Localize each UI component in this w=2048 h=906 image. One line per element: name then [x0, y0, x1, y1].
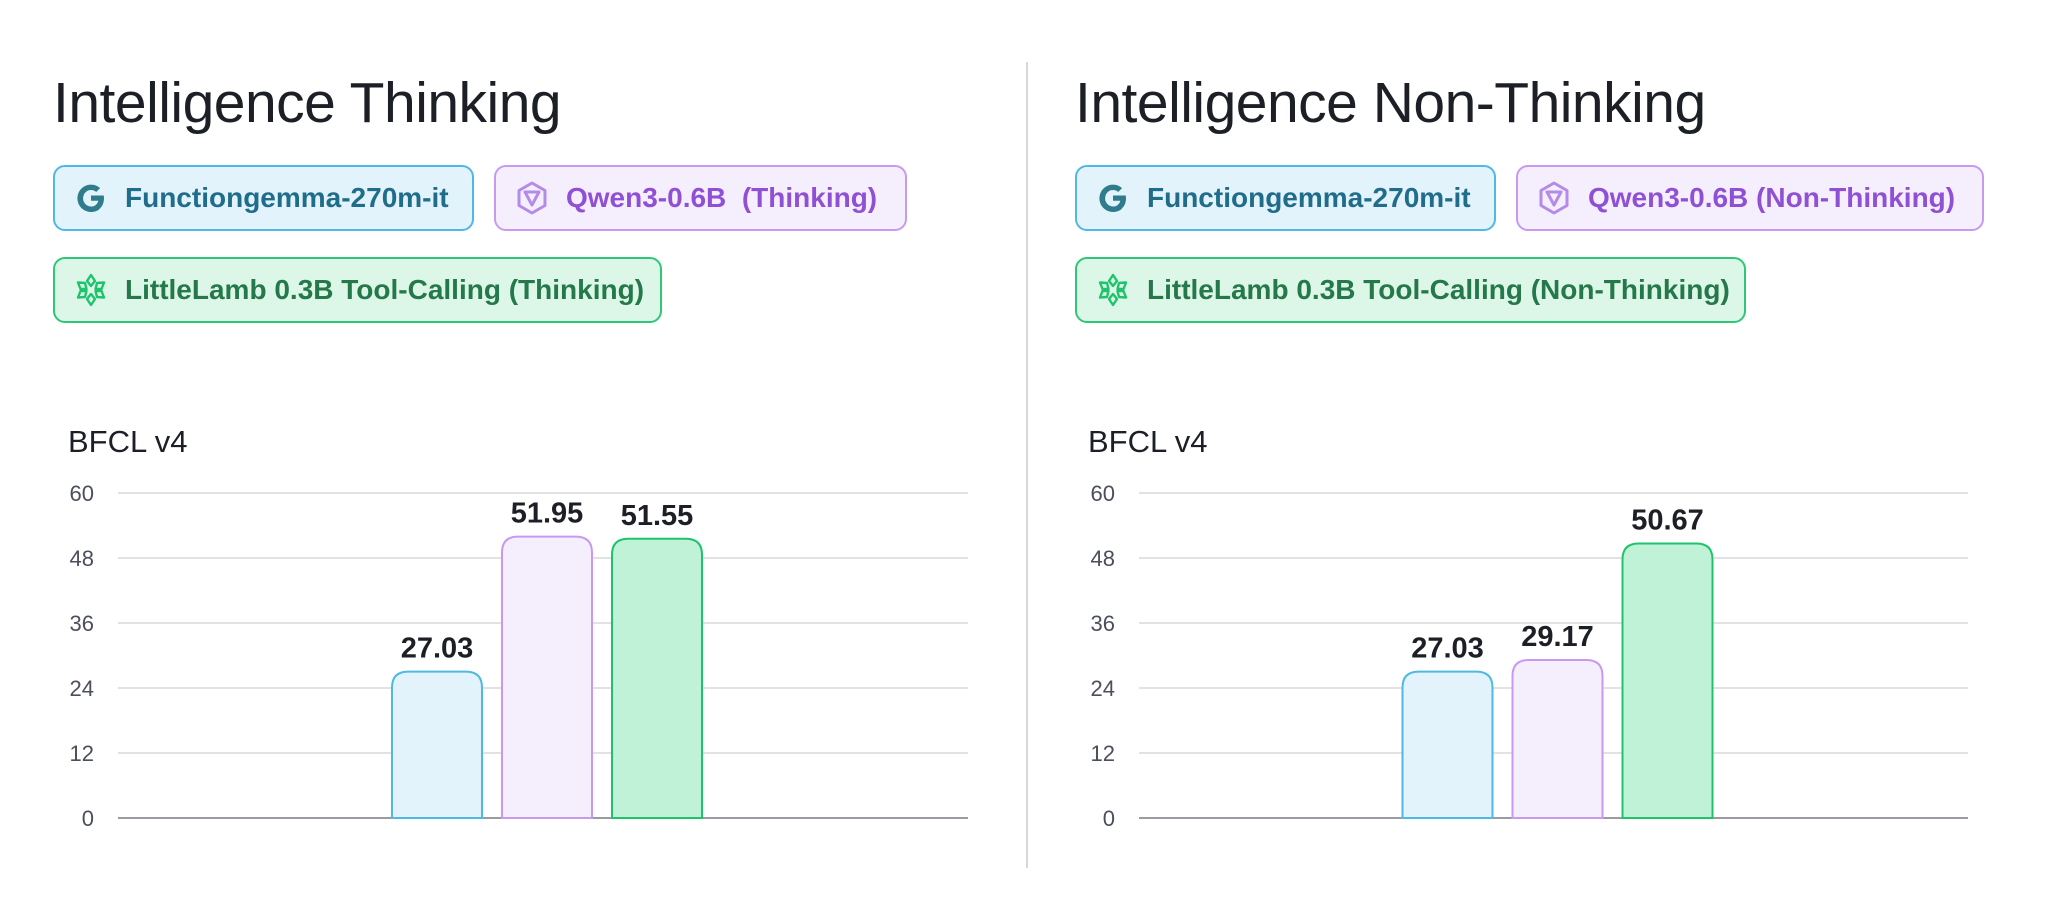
data-label: 50.67 — [1631, 505, 1704, 537]
legend-item-littlelamb: LittleLamb 0.3B Tool-Calling (Thinking) — [53, 257, 662, 323]
bar — [611, 537, 703, 819]
legend-label: Qwen3-0.6B (Non-Thinking) — [1588, 182, 1956, 213]
legend: Functiongemma-270m-it Qwen3-0.6B (Non-Th… — [1075, 165, 2035, 335]
y-tick-label: 60 — [70, 481, 94, 506]
legend-label: LittleLamb 0.3B Tool-Calling (Non-Thinki… — [1147, 274, 1730, 305]
bar — [1511, 658, 1604, 819]
data-label: 51.95 — [511, 498, 584, 530]
panel-divider — [1026, 62, 1028, 868]
google-g-icon — [77, 184, 104, 212]
y-tick-label: 12 — [1091, 741, 1115, 766]
data-label: 27.03 — [1411, 633, 1484, 665]
snowflake-flower-icon — [76, 273, 106, 307]
data-label: 27.03 — [401, 633, 474, 665]
legend-label: LittleLamb 0.3B Tool-Calling (Thinking) — [125, 274, 645, 305]
y-tick-label: 48 — [1091, 546, 1115, 571]
bar — [501, 535, 593, 819]
y-tick-label: 12 — [70, 741, 94, 766]
panel-title: Intelligence Non-Thinking — [1075, 71, 1706, 135]
data-label: 51.55 — [621, 500, 694, 532]
bar-chart-thinking: 60 48 36 24 12 0 27.03 51.95 51.55 — [70, 481, 968, 831]
y-tick-label: 24 — [70, 676, 94, 701]
qwen-logo-icon — [517, 181, 547, 215]
legend: Functiongemma-270m-it Qwen3-0.6B (Thinki… — [53, 165, 1013, 335]
data-label: 29.17 — [1521, 621, 1594, 653]
bar — [1621, 542, 1714, 819]
qwen-logo-icon — [1539, 181, 1569, 215]
legend-item-functiongemma: Functiongemma-270m-it — [53, 165, 474, 231]
legend-item-qwen: Qwen3-0.6B (Non-Thinking) — [1516, 165, 1984, 231]
y-tick-label: 36 — [70, 611, 94, 636]
panel-title: Intelligence Thinking — [53, 71, 562, 135]
chart-title: BFCL v4 — [1088, 424, 1208, 459]
non-thinking-panel: Intelligence Non-Thinking Functiongemma-… — [1024, 0, 2048, 906]
legend-item-functiongemma: Functiongemma-270m-it — [1075, 165, 1496, 231]
bar — [1401, 670, 1494, 819]
google-g-icon — [1099, 184, 1126, 212]
legend-label: Qwen3-0.6B (Thinking) — [566, 182, 878, 213]
legend-item-qwen: Qwen3-0.6B (Thinking) — [494, 165, 907, 231]
chart-title: BFCL v4 — [68, 424, 188, 459]
legend-label: Functiongemma-270m-it — [125, 182, 449, 213]
bar — [391, 670, 483, 819]
y-tick-label: 24 — [1091, 676, 1115, 701]
legend-item-littlelamb: LittleLamb 0.3B Tool-Calling (Non-Thinki… — [1075, 257, 1746, 323]
bar-chart-non-thinking: 60 48 36 24 12 0 27.03 29.17 50.67 — [1091, 481, 1968, 831]
legend-label: Functiongemma-270m-it — [1147, 182, 1471, 213]
y-tick-label: 48 — [70, 546, 94, 571]
y-tick-label: 36 — [1091, 611, 1115, 636]
y-tick-label: 60 — [1091, 481, 1115, 506]
y-tick-label: 0 — [1103, 806, 1115, 831]
y-tick-label: 0 — [82, 806, 94, 831]
snowflake-flower-icon — [1098, 273, 1128, 307]
thinking-panel: Intelligence Thinking Functiongemma-270m… — [53, 71, 1013, 831]
